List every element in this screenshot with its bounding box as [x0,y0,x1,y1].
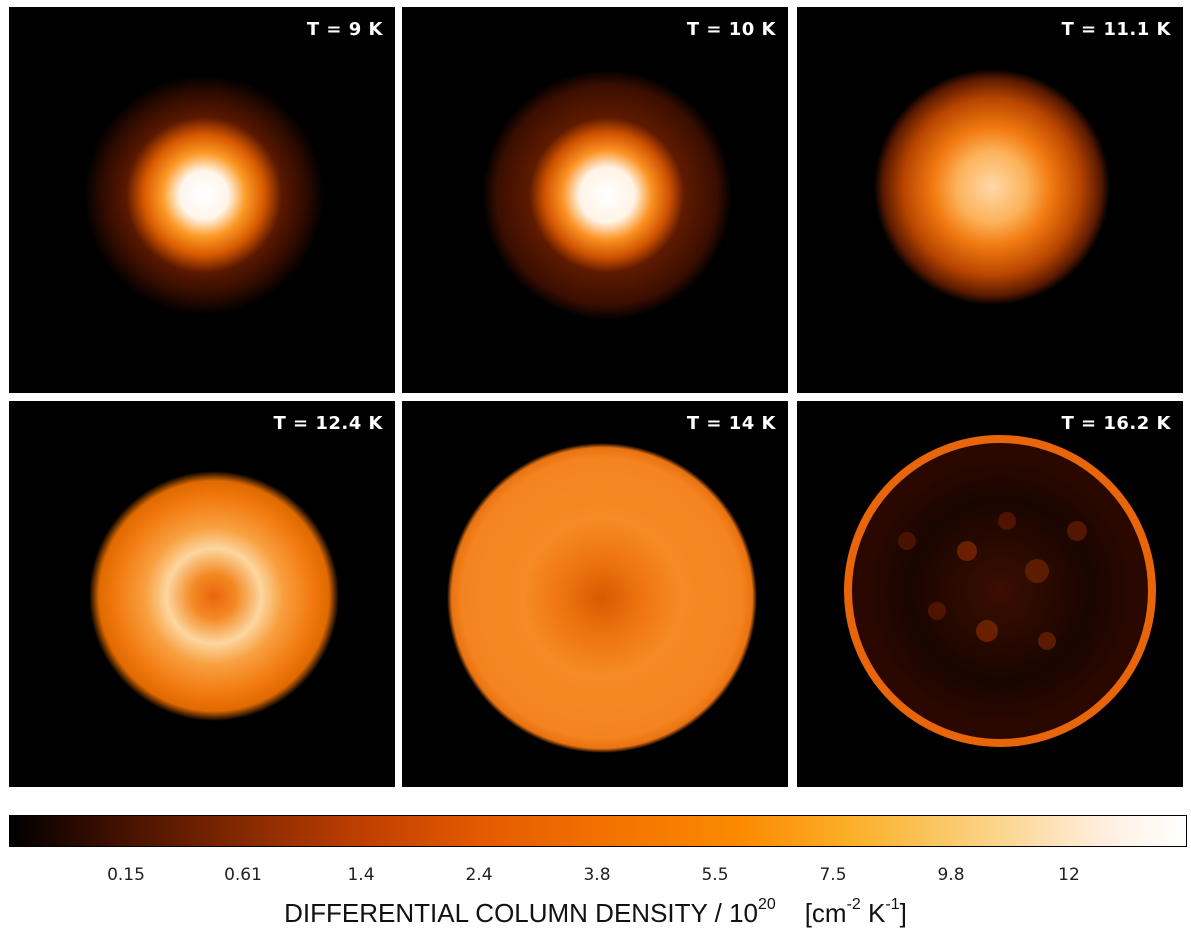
colorbar [9,815,1187,847]
map-t11-1 [874,69,1110,305]
panel-t10: T = 10 K [402,7,788,393]
map-t9 [84,75,324,315]
colorbar-unit-close: ] [899,898,907,928]
panel-label: T = 14 K [686,413,776,434]
map-t10 [482,70,732,320]
panel-label: T = 10 K [686,19,776,40]
map-t14 [447,443,757,753]
colorbar-tick: 5.5 [701,865,729,885]
panel-t12-4: T = 12.4 K [9,401,395,787]
colorbar-label-exponent: 20 [758,896,776,913]
colorbar-label-main: DIFFERENTIAL COLUMN DENSITY / 10 [284,898,758,928]
colorbar-tick: 0.61 [224,865,262,885]
colorbar-tick: 2.4 [465,865,493,885]
colorbar-tick: 12 [1058,865,1080,885]
colorbar-tick: 3.8 [583,865,611,885]
colorbar-tick: 1.4 [347,865,375,885]
colorbar-label: DIFFERENTIAL COLUMN DENSITY / 1020 [cm-2… [0,896,1191,929]
colorbar-unit-open: [cm [804,898,847,928]
colorbar-tick: 7.5 [819,865,847,885]
panel-label: T = 16.2 K [1061,413,1171,434]
map-t12-4 [89,471,339,721]
colorbar-unit-exponent-1: -2 [846,896,861,913]
colorbar-unit-mid: K [860,898,886,928]
colorbar-unit-exponent-2: -1 [885,896,900,913]
panel-t16-2: T = 16.2 K [797,401,1183,787]
panel-t14: T = 14 K [402,401,788,787]
colorbar-tick: 9.8 [937,865,965,885]
map-t16-2 [844,435,1156,747]
panel-t11-1: T = 11.1 K [797,7,1183,393]
panel-label: T = 12.4 K [273,413,383,434]
colorbar-tick: 0.15 [107,865,145,885]
panel-t9: T = 9 K [9,7,395,393]
panel-label: T = 9 K [306,19,383,40]
panel-label: T = 11.1 K [1061,19,1171,40]
